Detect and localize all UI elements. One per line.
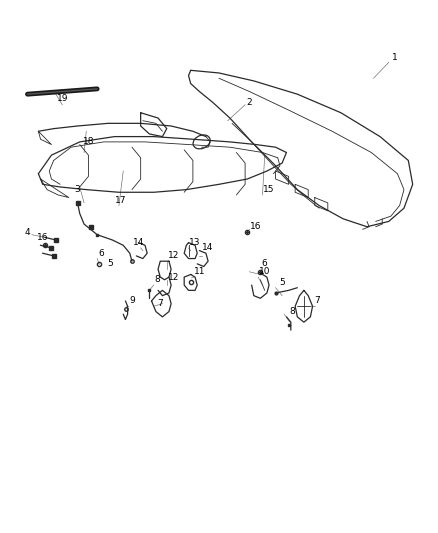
Text: 12: 12: [168, 272, 179, 281]
Text: 19: 19: [57, 94, 68, 103]
Text: 9: 9: [129, 296, 135, 305]
Text: 6: 6: [99, 249, 104, 258]
Text: 11: 11: [194, 268, 205, 276]
Text: 18: 18: [83, 138, 94, 147]
Text: 14: 14: [133, 238, 144, 247]
Text: 8: 8: [289, 307, 295, 316]
Text: 3: 3: [74, 185, 81, 194]
Text: 16: 16: [37, 233, 49, 242]
Text: 7: 7: [157, 299, 163, 308]
Text: 8: 8: [154, 275, 160, 284]
Text: 17: 17: [115, 196, 127, 205]
Text: 15: 15: [263, 185, 275, 194]
Text: 14: 14: [202, 244, 214, 253]
Text: 13: 13: [189, 238, 201, 247]
Text: 1: 1: [392, 53, 398, 62]
Text: 4: 4: [25, 228, 30, 237]
Text: 6: 6: [262, 260, 268, 268]
Text: 5: 5: [107, 260, 113, 268]
Text: 2: 2: [247, 98, 252, 107]
Text: 7: 7: [314, 296, 320, 305]
Text: 10: 10: [259, 268, 270, 276]
Text: 5: 5: [279, 278, 285, 287]
Text: 12: 12: [168, 252, 179, 261]
Text: 16: 16: [250, 222, 262, 231]
